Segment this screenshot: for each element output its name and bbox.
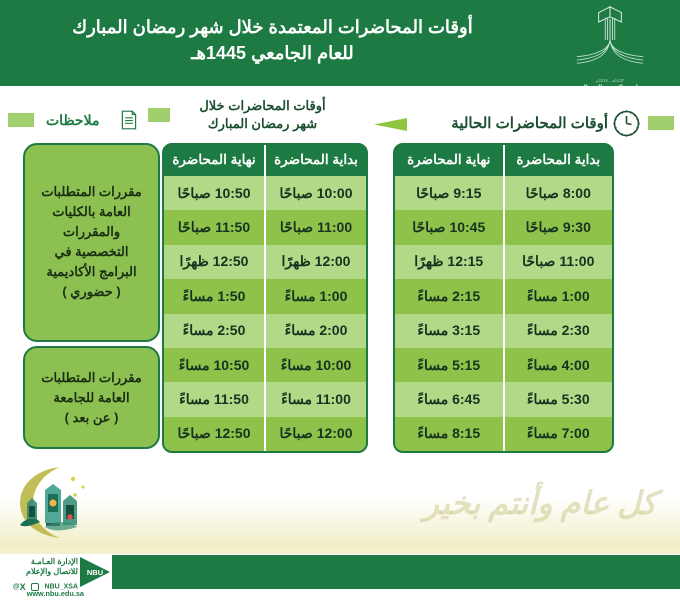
- svg-text:NBU: NBU: [87, 568, 103, 577]
